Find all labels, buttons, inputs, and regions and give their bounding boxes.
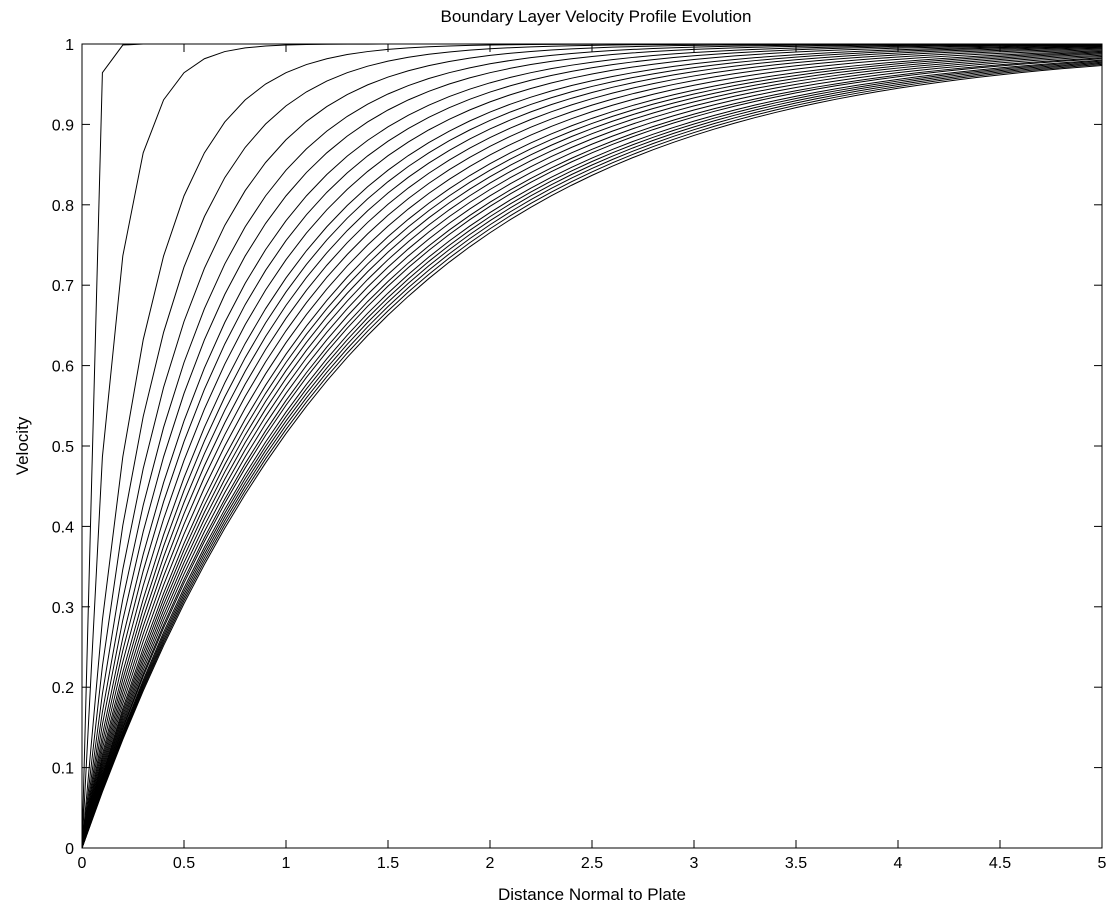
y-tick-label: 0.2 (52, 680, 74, 697)
velocity-curve-8 (81, 43, 1103, 849)
x-tick-label: 3 (690, 855, 699, 872)
velocity-curve-20 (81, 53, 1103, 849)
velocity-curve-22 (81, 55, 1103, 849)
velocity-curve-10 (81, 44, 1103, 849)
velocity-curve-12 (81, 45, 1103, 849)
velocity-curve-23 (81, 57, 1103, 849)
y-tick-label: 0.8 (52, 198, 74, 215)
velocity-curve-17 (81, 50, 1103, 849)
chart-title: Boundary Layer Velocity Profile Evolutio… (441, 7, 752, 26)
velocity-curve-7 (81, 43, 1103, 849)
velocity-curve-29 (81, 63, 1103, 849)
velocity-curve-25 (81, 59, 1103, 849)
y-tick-label: 0.4 (52, 519, 74, 536)
velocity-curve-28 (81, 62, 1103, 849)
y-tick-label: 0 (65, 841, 74, 858)
x-tick-label: 2 (486, 855, 495, 872)
y-tick-label: 0.3 (52, 600, 74, 617)
y-tick-label: 0.7 (52, 278, 74, 295)
x-tick-label: 1 (282, 855, 291, 872)
y-tick-label: 0.5 (52, 439, 74, 456)
x-tick-label: 0 (78, 855, 87, 872)
curves-group (81, 43, 1103, 849)
x-tick-label: 2.5 (581, 855, 603, 872)
y-tick-label: 0.1 (52, 761, 74, 778)
velocity-curve-16 (81, 49, 1103, 849)
velocity-curve-26 (81, 60, 1103, 849)
x-axis-label: Distance Normal to Plate (498, 885, 686, 904)
x-axis: 0 0.5 1 1.5 2 2.5 3 3.5 4 4.5 5 (78, 44, 1107, 872)
velocity-curve-21 (81, 54, 1103, 849)
y-tick-label: 0.6 (52, 359, 74, 376)
y-axis: 0 0.1 0.2 0.3 0.4 0.5 0.6 0.7 0.8 0.9 1 (52, 37, 1102, 858)
velocity-curve-19 (81, 52, 1103, 849)
velocity-curve-27 (81, 61, 1103, 849)
x-tick-label: 5 (1098, 855, 1107, 872)
velocity-curve-9 (81, 44, 1103, 849)
x-tick-label: 0.5 (173, 855, 195, 872)
velocity-curve-15 (81, 48, 1103, 849)
velocity-curve-30 (81, 64, 1103, 849)
y-tick-label: 1 (65, 37, 74, 54)
velocity-curve-14 (81, 47, 1103, 849)
velocity-curve-13 (81, 46, 1103, 849)
x-tick-label: 4 (894, 855, 903, 872)
x-tick-label: 3.5 (785, 855, 807, 872)
velocity-curve-18 (81, 51, 1103, 849)
velocity-curve-11 (81, 45, 1103, 849)
y-tick-label: 0.9 (52, 117, 74, 134)
velocity-curve-24 (81, 58, 1103, 849)
x-tick-label: 1.5 (377, 855, 399, 872)
x-tick-label: 4.5 (989, 855, 1011, 872)
y-axis-label: Velocity (13, 416, 32, 475)
